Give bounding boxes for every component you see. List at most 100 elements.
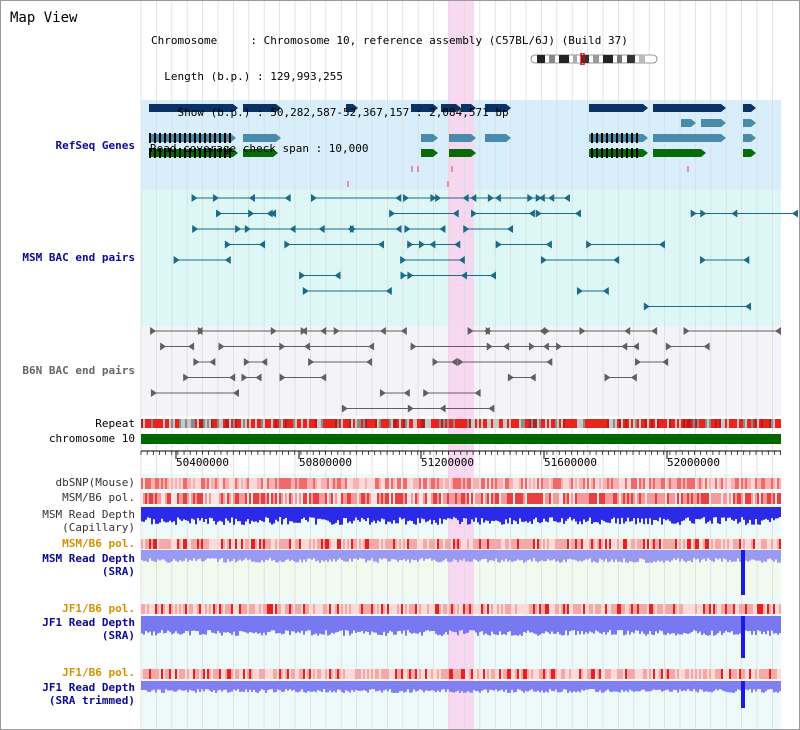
repeat-block bbox=[253, 419, 255, 428]
pol-cell bbox=[609, 539, 611, 549]
depth-bar bbox=[143, 681, 145, 690]
depth-bar bbox=[149, 616, 151, 632]
dbsnp-cell bbox=[639, 478, 641, 489]
repeat-block bbox=[157, 419, 159, 428]
dbsnp-cell bbox=[611, 478, 613, 489]
depth-bar bbox=[579, 616, 581, 635]
pol-cell bbox=[657, 493, 659, 504]
pol-cell bbox=[561, 604, 563, 614]
pol-cell bbox=[305, 669, 307, 679]
repeat-block bbox=[353, 419, 355, 428]
pol-cell bbox=[437, 539, 439, 549]
depth-bar bbox=[291, 681, 293, 691]
gene-arrow bbox=[721, 104, 726, 112]
dbsnp-cell bbox=[313, 478, 315, 489]
depth-bar bbox=[357, 550, 359, 560]
pol-cell bbox=[563, 539, 565, 549]
depth-bar bbox=[191, 550, 193, 561]
pol-cell bbox=[621, 669, 623, 679]
pol-cell bbox=[233, 669, 235, 679]
depth-bar bbox=[457, 681, 459, 691]
depth-bar bbox=[469, 681, 471, 693]
pol-cell bbox=[209, 539, 211, 549]
pol-cell bbox=[151, 604, 153, 614]
exon-mark bbox=[159, 148, 161, 158]
depth-bar bbox=[269, 681, 271, 690]
depth-bar bbox=[773, 550, 775, 562]
depth-bar bbox=[171, 507, 173, 523]
pol-cell bbox=[379, 539, 381, 549]
pol-cell bbox=[441, 493, 443, 504]
pol-cell bbox=[467, 604, 469, 614]
dbsnp-cell bbox=[179, 478, 181, 489]
dbsnp-cell bbox=[263, 478, 265, 489]
pol-cell bbox=[151, 493, 153, 504]
depth-bar bbox=[673, 681, 675, 690]
dbsnp-cell bbox=[679, 478, 681, 489]
depth-bar bbox=[773, 507, 775, 521]
pol-cell bbox=[635, 604, 637, 614]
dbsnp-cell bbox=[535, 478, 537, 489]
depth-bar bbox=[571, 616, 573, 631]
pol-cell bbox=[527, 493, 529, 504]
pol-cell bbox=[673, 604, 675, 614]
pol-cell bbox=[141, 604, 143, 614]
depth-bar bbox=[549, 507, 551, 518]
pol-cell bbox=[237, 493, 239, 504]
depth-bar bbox=[591, 616, 593, 633]
depth-bar bbox=[421, 507, 423, 519]
pol-cell bbox=[461, 669, 463, 679]
bac-end-marker bbox=[621, 342, 628, 351]
gene-block bbox=[421, 149, 433, 157]
chromosome-ideogram[interactable] bbox=[529, 53, 659, 65]
depth-bar bbox=[181, 550, 183, 562]
depth-bar bbox=[755, 616, 757, 635]
repeat-block bbox=[279, 419, 281, 428]
pol-cell bbox=[321, 604, 323, 614]
pol-cell bbox=[273, 493, 275, 504]
depth-bar bbox=[189, 616, 191, 636]
depth-bar bbox=[329, 681, 331, 691]
depth-bar bbox=[165, 507, 167, 523]
pol-cell bbox=[307, 669, 309, 679]
depth-bar bbox=[687, 550, 689, 561]
depth-bar bbox=[391, 507, 393, 524]
pol-cell bbox=[595, 669, 597, 679]
depth-bar bbox=[253, 616, 255, 634]
depth-bar bbox=[369, 550, 371, 561]
repeat-block bbox=[571, 419, 573, 428]
depth-bar bbox=[583, 507, 585, 520]
pol-cell bbox=[349, 669, 351, 679]
depth-bar bbox=[767, 616, 769, 631]
depth-bar bbox=[663, 681, 665, 691]
depth-bar bbox=[647, 681, 649, 692]
pol-cell bbox=[541, 604, 543, 614]
depth-bar bbox=[447, 507, 449, 519]
depth-bar bbox=[179, 616, 181, 635]
pol-cell bbox=[411, 669, 413, 679]
repeat-block bbox=[465, 419, 467, 428]
dbsnp-cell bbox=[593, 478, 595, 489]
depth-bar bbox=[197, 616, 199, 632]
depth-bar bbox=[725, 681, 727, 692]
bac-end-marker bbox=[341, 404, 348, 413]
pol-cell bbox=[289, 669, 291, 679]
pol-cell bbox=[317, 604, 319, 614]
pol-cell bbox=[371, 539, 373, 549]
pol-cell bbox=[771, 539, 773, 549]
depth-bar bbox=[503, 550, 505, 562]
dbsnp-cell bbox=[537, 478, 539, 489]
depth-bar bbox=[345, 550, 347, 562]
depth-bar bbox=[369, 507, 371, 525]
dbsnp-cell bbox=[773, 478, 775, 489]
repeat-block bbox=[427, 419, 429, 428]
gene-arrow bbox=[471, 149, 476, 157]
gene-arrow bbox=[456, 104, 461, 112]
depth-bar bbox=[323, 616, 325, 635]
depth-bar bbox=[211, 616, 213, 633]
dbsnp-cell bbox=[305, 478, 307, 489]
pol-cell bbox=[481, 669, 483, 679]
pol-cell bbox=[185, 669, 187, 679]
pol-cell bbox=[527, 539, 529, 549]
